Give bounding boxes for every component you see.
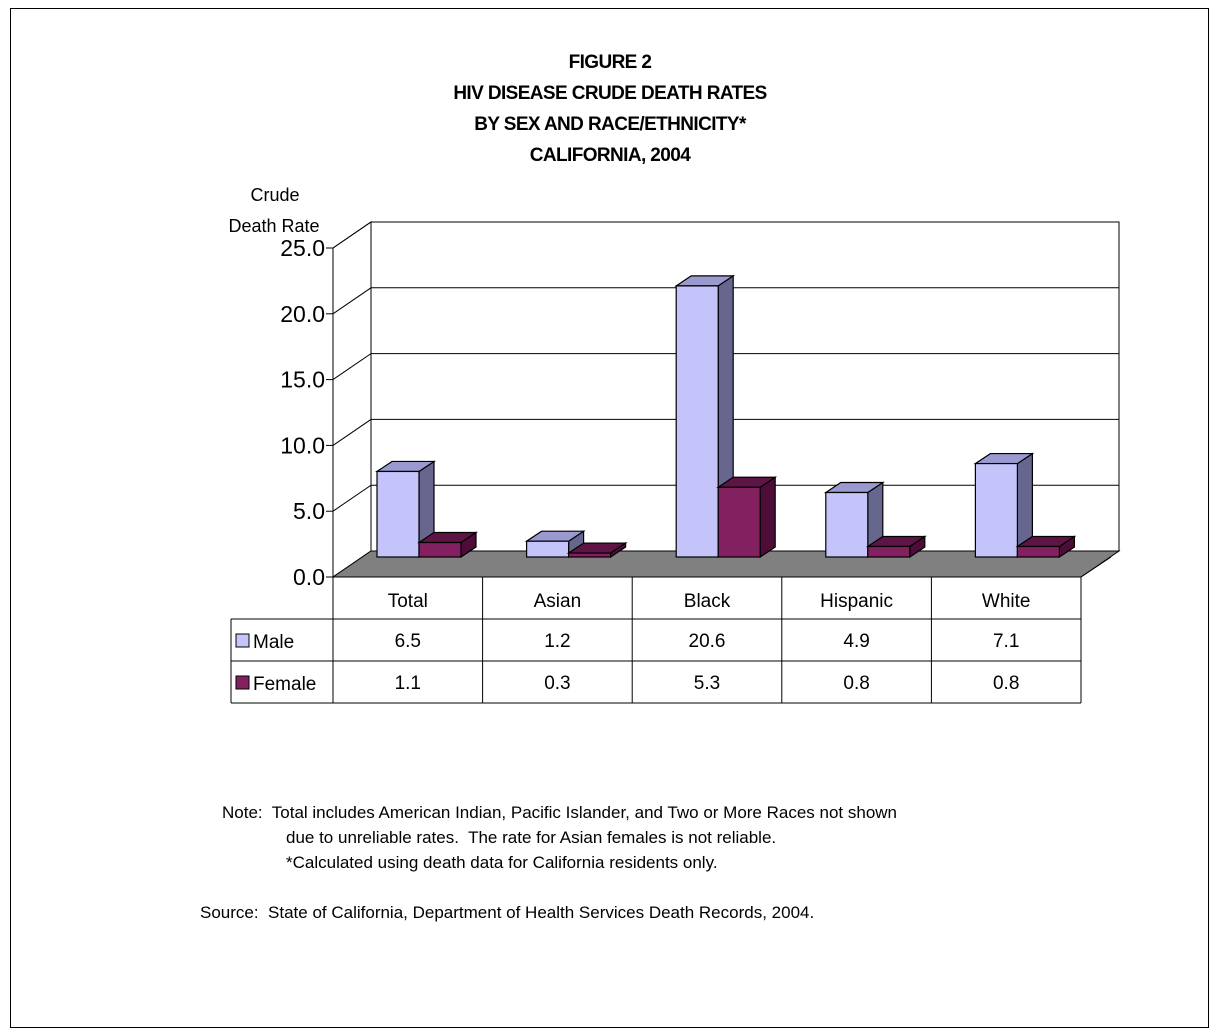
y-axis-label-line-1: Crude <box>250 185 299 205</box>
legend-swatch-female <box>235 675 250 690</box>
x-tick-label: Asian <box>534 591 582 612</box>
bar-female <box>418 541 462 558</box>
note-line-2: due to unreliable rates. The rate for As… <box>286 828 777 847</box>
chart-title-line-2: HIV DISEASE CRUDE DEATH RATES <box>453 83 767 104</box>
y-tick-label: 25.0 <box>280 235 325 261</box>
legend-swatch-male <box>235 633 250 648</box>
y-axis-label-line-2: Death Rate <box>228 216 319 236</box>
data-label-female: 0.8 <box>993 673 1019 694</box>
data-label-male: 4.9 <box>843 631 869 652</box>
x-tick-label: Hispanic <box>820 591 893 612</box>
data-label-female: 1.1 <box>395 673 421 694</box>
bar-male <box>825 491 869 558</box>
data-label-male: 7.1 <box>993 631 1019 652</box>
source-note: Source: State of California, Department … <box>200 903 815 922</box>
data-label-male: 20.6 <box>689 631 726 652</box>
gridline <box>332 418 1119 446</box>
legend-label-male: Male <box>253 632 294 653</box>
bar-male <box>974 462 1019 558</box>
bar-female <box>867 545 911 558</box>
gridline <box>332 353 1119 381</box>
x-tick-label: Black <box>684 591 731 612</box>
bar-side-female <box>759 476 776 559</box>
gridline <box>332 287 1119 315</box>
note-line-1: Note: Total includes American Indian, Pa… <box>222 803 898 822</box>
y-tick-label: 10.0 <box>280 432 325 458</box>
bar-female <box>1016 545 1061 558</box>
y-tick-label: 20.0 <box>280 301 325 327</box>
note-line-3: *Calculated using death data for Califor… <box>286 853 718 872</box>
data-label-male: 6.5 <box>395 631 421 652</box>
y-tick-label: 5.0 <box>293 498 325 524</box>
bar-female <box>567 552 612 558</box>
chart-title-line-4: CALIFORNIA, 2004 <box>529 145 691 166</box>
bar-male <box>525 540 570 558</box>
gridline <box>332 221 1119 249</box>
chart-title-line-1: FIGURE 2 <box>568 52 652 73</box>
data-label-male: 1.2 <box>544 631 570 652</box>
y-tick-label: 0.0 <box>293 564 325 590</box>
table-floor-edge <box>1080 556 1112 578</box>
bar-female <box>717 486 761 558</box>
y-tick-label: 15.0 <box>280 367 325 393</box>
data-label-female: 0.8 <box>843 673 869 694</box>
legend-label-female: Female <box>253 674 316 695</box>
data-label-female: 0.3 <box>544 673 570 694</box>
chart-title-line-3: BY SEX AND RACE/ETHNICITY* <box>474 114 746 135</box>
bar-male <box>376 470 420 558</box>
data-label-female: 5.3 <box>694 673 720 694</box>
x-tick-label: White <box>982 591 1031 612</box>
x-tick-label: Total <box>388 591 428 612</box>
bar-male <box>675 285 719 558</box>
side-wall <box>332 221 372 578</box>
